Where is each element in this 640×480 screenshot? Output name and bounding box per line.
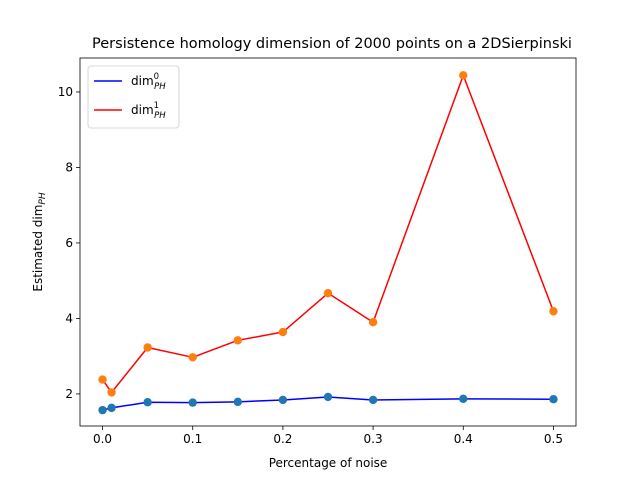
data-point-series1-5 [278,327,288,337]
data-point-series0-6 [323,392,333,402]
data-point-series1-1 [107,388,116,397]
y-tick-label: 10 [58,85,73,99]
data-point-series0-3 [188,398,197,407]
data-point-series0-5 [278,395,288,405]
series-line-0 [102,396,554,411]
x-tick-label: 0.0 [93,432,112,446]
data-point-series0-1 [107,403,116,413]
data-point-series0-8 [459,394,468,404]
data-point-series1-7 [368,318,378,327]
y-axis-label: Estimated dimPH [31,192,48,292]
x-tick-label: 0.3 [364,432,383,446]
x-tick-label: 0.4 [454,432,473,446]
data-point-series1-4 [233,336,243,345]
data-point-series0-0 [98,405,107,415]
legend: dim0 PH dim1 PH [87,65,180,129]
data-point-series1-9 [549,307,558,316]
data-point-series0-7 [368,395,378,405]
data-point-series0-4 [233,397,243,407]
data-point-series0-9 [549,395,558,404]
data-point-series1-3 [188,353,197,362]
axes-frame [79,57,577,427]
legend-label-1: dim1 PH [131,101,166,121]
y-tick-label: 8 [65,160,73,174]
data-point-series1-8 [459,71,468,80]
series-line-1 [101,74,555,394]
chart-title: Persistence homology dimension of 2000 p… [92,36,572,52]
y-tick-label: 6 [65,236,73,250]
legend-label-0: dim0 PH [131,72,166,92]
data-point-series1-6 [323,288,333,298]
x-axis-label: Percentage of noise [269,456,388,470]
x-tick-label: 0.1 [183,432,202,446]
x-tick-label: 0.5 [544,432,563,446]
y-tick-label: 4 [65,311,73,325]
x-tick-label: 0.2 [273,432,292,446]
plot-area: 0.0 0.1 0.2 0.3 0.4 0.5 2 4 6 8 10 dim0 PH dim1 PH [58,57,577,446]
data-point-series0-2 [143,398,152,407]
y-tick-label: 2 [65,387,73,401]
data-point-series1-0 [98,375,107,384]
data-point-series1-2 [143,343,152,352]
